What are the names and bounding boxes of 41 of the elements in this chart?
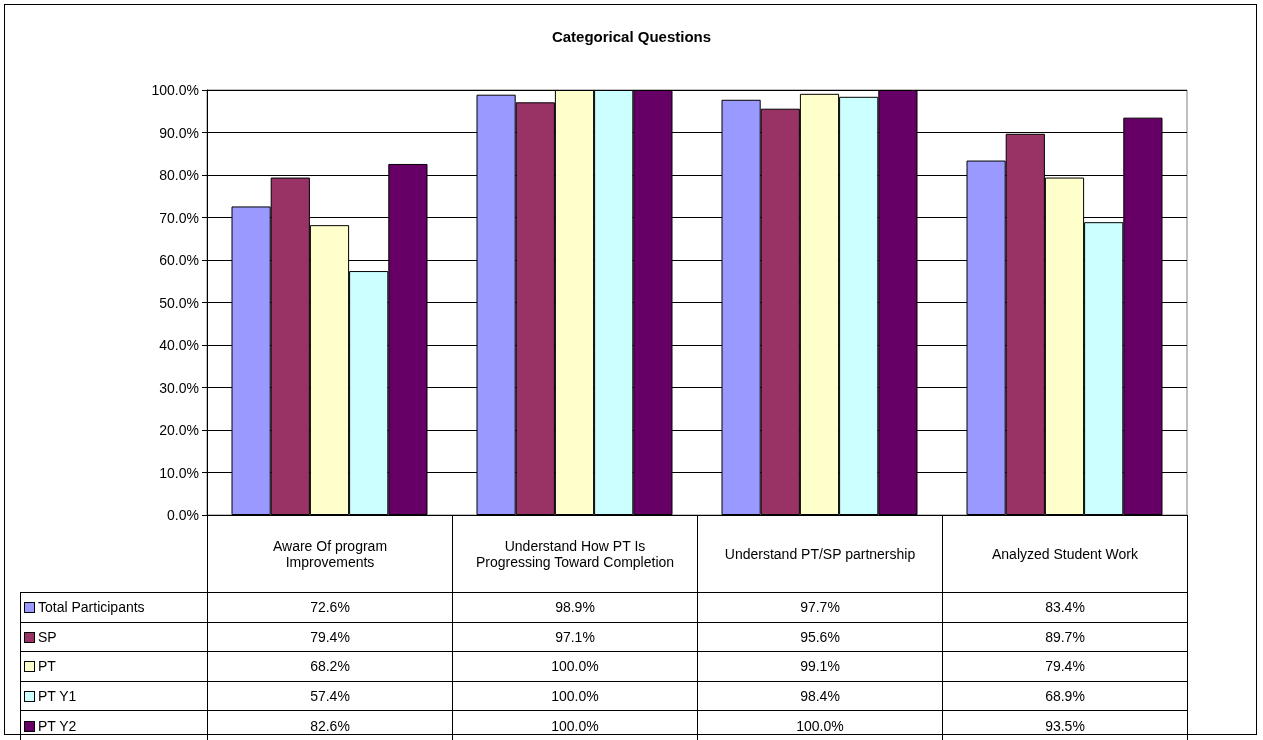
data-label: 95.6% [697,622,943,652]
y-tick-label: 60.0% [159,252,199,268]
data-label: 89.7% [942,622,1188,652]
data-label: 72.6% [207,592,453,623]
legend-label: PT Y2 [20,710,208,740]
y-tick-label: 100.0% [151,82,199,98]
data-label: 57.4% [207,681,453,711]
y-tick-label: 0.0% [167,507,199,523]
data-label: 82.6% [207,710,453,740]
data-label: 98.9% [452,592,698,623]
data-label: 83.4% [942,592,1188,623]
x-tick-label: Understand How PT Is Progressing Toward Completion [452,515,698,593]
y-tick-label: 20.0% [159,422,199,438]
data-label: 93.5% [942,710,1188,740]
data-label: 68.9% [942,681,1188,711]
y-tick-label: 50.0% [159,294,199,311]
data-label: 99.1% [697,651,943,682]
data-label: 79.4% [207,622,453,652]
x-tick-label: Aware Of program Improvements [207,515,453,593]
data-label: 100.0% [452,710,698,740]
y-tick-label: 10.0% [159,464,199,481]
legend-label: PT Y1 [20,681,208,711]
data-label: 68.2% [207,651,453,682]
data-label: 100.0% [697,710,943,740]
data-label: 79.4% [942,651,1188,682]
x-tick-label: Analyzed Student Work [942,515,1188,593]
data-label: 100.0% [452,651,698,682]
data-label: 100.0% [452,681,698,711]
x-tick-label: Understand PT/SP partnership [697,515,943,593]
legend-label: SP [20,622,208,652]
legend-label: Total Participants [20,592,208,623]
data-label: 97.1% [452,622,698,652]
y-tick-label: 40.0% [159,337,199,353]
legend-label: PT [20,651,208,682]
y-tick-label: 80.0% [159,167,199,183]
y-tick-label: 90.0% [159,124,199,141]
data-label: 97.7% [697,592,943,623]
y-tick-label: 30.0% [159,379,199,396]
y-tick-label: 70.0% [159,209,199,226]
chart-title: Categorical Questions [551,28,712,45]
data-label: 98.4% [697,681,943,711]
